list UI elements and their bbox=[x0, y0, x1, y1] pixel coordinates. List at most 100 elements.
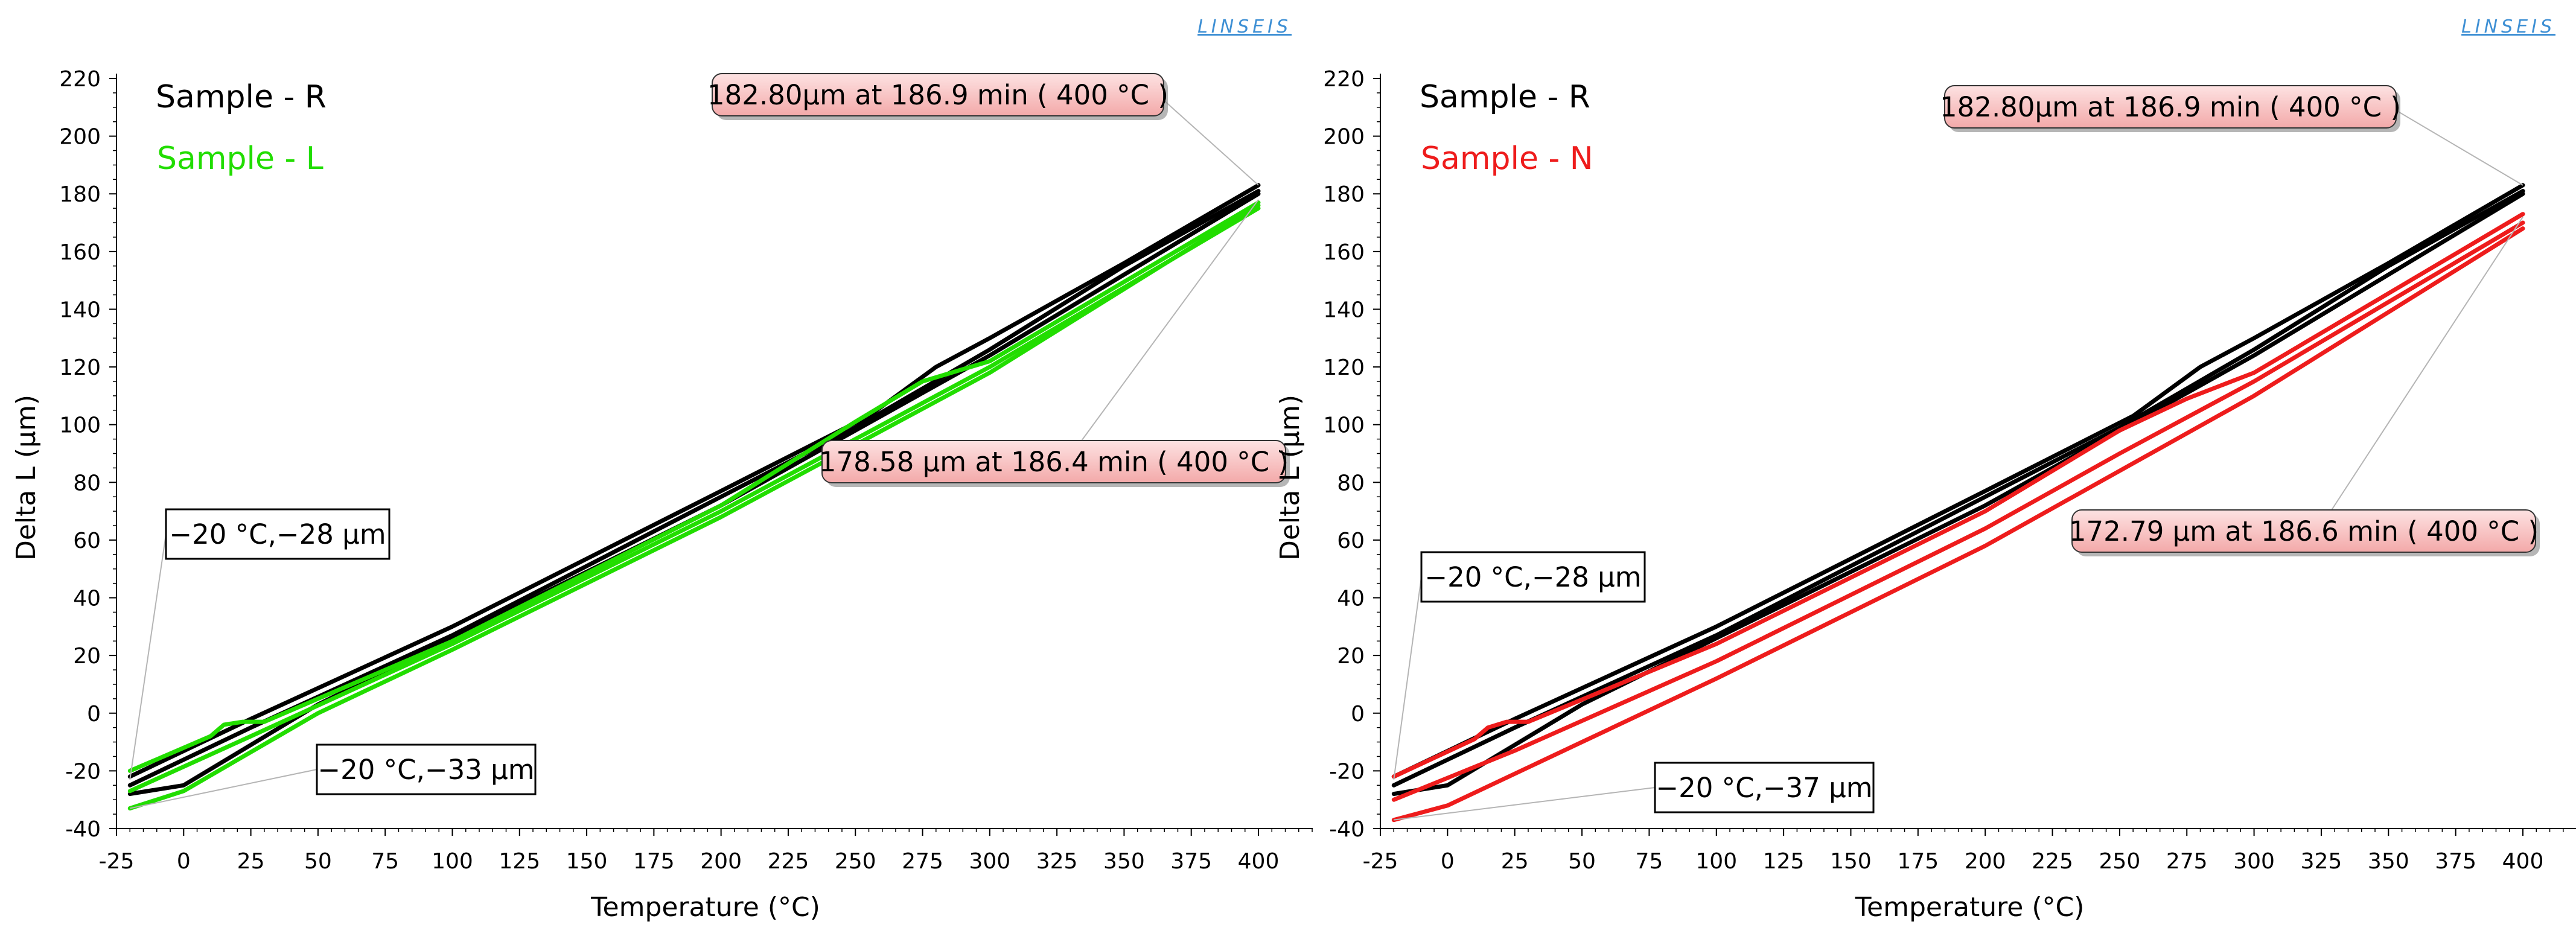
chart-2: LINSEIS -40 -20 0 20 40 60 80 100 120 140 160 180 200… bbox=[1275, 16, 2576, 923]
series-line-sample-r-1 bbox=[1391, 183, 2525, 779]
annotation-label: 182.80µm at 186.9 min ( 400 °C ) bbox=[1940, 91, 2401, 123]
series-line-sample-n-2 bbox=[1391, 220, 2525, 802]
series-line-sample-n-1 bbox=[1391, 212, 2525, 779]
x-tick-label: 25 bbox=[1501, 849, 1529, 874]
x-tick-label: 50 bbox=[304, 849, 332, 874]
x-tick-label: 225 bbox=[2032, 849, 2073, 874]
y-tick-label: 200 bbox=[59, 125, 101, 150]
y-tick-label: 20 bbox=[1337, 644, 1365, 669]
x-tick-label: 75 bbox=[371, 849, 399, 874]
x-axis-label: Temperature (°C) bbox=[1855, 892, 2085, 923]
x-tick-label: 125 bbox=[499, 849, 540, 874]
x-tick-label: 25 bbox=[237, 849, 265, 874]
x-tick-label: 400 bbox=[1238, 849, 1280, 874]
legend-entry: Sample - N bbox=[1421, 141, 1593, 177]
x-tick-label: -25 bbox=[99, 849, 135, 874]
y-tick-label: 80 bbox=[1337, 471, 1365, 495]
x-tick-label: 250 bbox=[2099, 849, 2141, 874]
y-tick-label: 40 bbox=[73, 587, 101, 611]
annotation-box bbox=[165, 508, 391, 560]
legend-entry: Sample - R bbox=[1420, 79, 1590, 115]
y-tick-label: -20 bbox=[65, 759, 101, 784]
x-tick-label: 350 bbox=[2368, 849, 2409, 874]
x-tick-label: 0 bbox=[177, 849, 191, 874]
x-tick-label: 275 bbox=[2166, 849, 2208, 874]
x-tick-label: 400 bbox=[2502, 849, 2544, 874]
legend-entry: Sample - L bbox=[157, 141, 324, 177]
series-line-sample-l-2 bbox=[127, 206, 1261, 794]
y-tick-label: 220 bbox=[59, 67, 101, 92]
y-tick-label: 100 bbox=[1323, 413, 1365, 438]
x-tick-label: 75 bbox=[1636, 849, 1663, 874]
annotation-label: 182.80µm at 186.9 min ( 400 °C ) bbox=[707, 79, 1168, 111]
annotation-label: −20 °C,−33 µm bbox=[317, 754, 534, 786]
y-tick-label: 160 bbox=[1323, 240, 1365, 265]
annotation-leader bbox=[1157, 94, 1259, 186]
annotation-box bbox=[1420, 551, 1646, 603]
annotation-leader bbox=[129, 533, 167, 780]
annotation-box bbox=[1654, 762, 1875, 813]
y-tick-label: 80 bbox=[73, 471, 101, 495]
x-tick-label: 200 bbox=[700, 849, 742, 874]
x-tick-label: 0 bbox=[1441, 849, 1455, 874]
x-tick-label: 375 bbox=[1170, 849, 1212, 874]
y-tick-label: 200 bbox=[1323, 125, 1365, 150]
annotation-leader bbox=[1393, 576, 1422, 780]
annotation-label: 178.58 µm at 186.4 min ( 400 °C ) bbox=[819, 446, 1289, 478]
annotation-label: 172.79 µm at 186.6 min ( 400 °C ) bbox=[2069, 515, 2539, 547]
x-tick-label: 375 bbox=[2435, 849, 2476, 874]
y-tick-label: 40 bbox=[1337, 587, 1365, 611]
annotation-box bbox=[1944, 85, 2397, 129]
x-tick-label: 175 bbox=[1897, 849, 1939, 874]
series-line-sample-l-1 bbox=[127, 200, 1261, 773]
series-line-sample-r-3 bbox=[1391, 191, 2525, 797]
annotation-box bbox=[821, 440, 1286, 483]
annotation-box bbox=[316, 743, 537, 795]
annotation-box bbox=[2071, 509, 2536, 553]
y-tick-label: 140 bbox=[1323, 298, 1365, 322]
y-tick-label: 0 bbox=[87, 702, 101, 727]
y-tick-label: 20 bbox=[73, 644, 101, 669]
y-tick-label: 220 bbox=[1323, 67, 1365, 92]
x-tick-label: 125 bbox=[1763, 849, 1805, 874]
x-tick-label: -25 bbox=[1363, 849, 1398, 874]
x-tick-label: 325 bbox=[2301, 849, 2342, 874]
x-tick-label: 325 bbox=[1036, 849, 1078, 874]
annotation-label: −20 °C,−28 µm bbox=[1424, 561, 1641, 593]
annotation-leader bbox=[1081, 199, 1259, 441]
x-tick-label: 100 bbox=[1695, 849, 1737, 874]
brand-watermark: LINSEIS bbox=[1197, 16, 1292, 37]
x-tick-label: 300 bbox=[2233, 849, 2275, 874]
y-tick-label: 180 bbox=[59, 182, 101, 207]
annotation-leader bbox=[2389, 106, 2523, 186]
series-line-sample-l-3 bbox=[127, 203, 1261, 810]
x-tick-label: 275 bbox=[902, 849, 943, 874]
y-axis-label: Delta L (µm) bbox=[1275, 395, 1306, 561]
series-line-sample-r-3 bbox=[127, 191, 1261, 797]
annotation-label: −20 °C,−28 µm bbox=[169, 518, 386, 550]
y-tick-label: 120 bbox=[59, 355, 101, 380]
x-tick-label: 50 bbox=[1568, 849, 1596, 874]
x-tick-label: 225 bbox=[768, 849, 809, 874]
y-tick-label: 120 bbox=[1323, 355, 1365, 380]
y-tick-label: -40 bbox=[65, 817, 101, 842]
x-tick-label: 100 bbox=[432, 849, 473, 874]
y-tick-label: 160 bbox=[59, 240, 101, 265]
annotation-label: −20 °C,−37 µm bbox=[1656, 772, 1872, 804]
x-tick-label: 150 bbox=[1830, 849, 1872, 874]
annotation-leader bbox=[130, 769, 317, 809]
brand-watermark: LINSEIS bbox=[2461, 16, 2555, 37]
x-tick-label: 350 bbox=[1103, 849, 1145, 874]
y-tick-label: 60 bbox=[1337, 529, 1365, 553]
x-axis-label: Temperature (°C) bbox=[590, 892, 820, 923]
y-tick-label: -20 bbox=[1329, 759, 1365, 784]
y-axis-label: Delta L (µm) bbox=[11, 395, 42, 561]
annotation-leader bbox=[2331, 216, 2523, 511]
legend-entry: Sample - R bbox=[156, 79, 327, 115]
y-tick-label: -40 bbox=[1329, 817, 1365, 842]
series-line-sample-n-3 bbox=[1391, 226, 2525, 823]
y-tick-label: 60 bbox=[73, 529, 101, 553]
x-tick-label: 200 bbox=[1965, 849, 2006, 874]
